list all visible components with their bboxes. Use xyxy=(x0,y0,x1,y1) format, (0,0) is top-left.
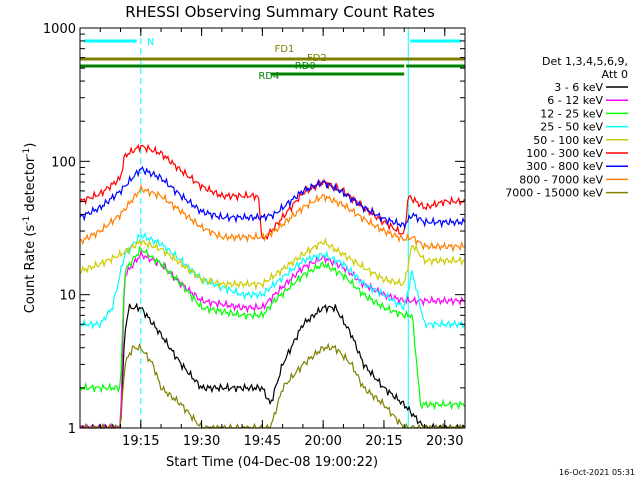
x-axis-label: Start Time (04-Dec-08 19:00:22) xyxy=(166,455,378,470)
series-line-1 xyxy=(79,249,465,430)
legend-title-line1: Det 1,3,4,5,6,9, xyxy=(542,55,628,68)
x-axis: 19:15 19:30 19:45 20:00 20:15 20:30 xyxy=(79,28,466,449)
legend-label-0: 3 - 6 keV xyxy=(554,81,603,94)
series-line-0 xyxy=(79,302,465,430)
series-group xyxy=(79,143,465,430)
series-line-8 xyxy=(79,342,465,430)
legend-label-1: 6 - 12 keV xyxy=(547,94,603,107)
flag-label-rd0: RD0 xyxy=(295,61,316,72)
y-axis-label-main: Count Rate (s xyxy=(23,225,38,314)
legend-label-8: 7000 - 15000 keV xyxy=(505,187,603,200)
y-tick-label-2: 100 xyxy=(51,155,76,170)
x-tick-label-1: 19:30 xyxy=(183,434,220,449)
plot-frame xyxy=(79,27,466,429)
x-tick-label-0: 19:15 xyxy=(122,434,159,449)
flag-label-fd1: FD1 xyxy=(275,44,295,55)
y-tick-label-3: 1000 xyxy=(43,22,76,37)
flag-label-n: N xyxy=(147,37,154,48)
y-axis-label-sup2: -1 xyxy=(22,148,32,157)
flag-label-rd4: RD4 xyxy=(258,71,279,82)
series-line-3 xyxy=(79,232,465,330)
series-line-4 xyxy=(79,237,465,291)
series-line-6 xyxy=(79,166,465,230)
series-line-2 xyxy=(79,245,465,411)
legend-label-6: 300 - 800 keV xyxy=(526,160,603,173)
series-line-7 xyxy=(79,183,465,253)
legend-label-5: 100 - 300 keV xyxy=(526,147,603,160)
footer-timestamp: 16-Oct-2021 05:31 xyxy=(559,468,635,477)
y-axis-label-end: ) xyxy=(23,143,38,148)
x-tick-label-5: 20:30 xyxy=(426,434,463,449)
x-tick-label-4: 20:15 xyxy=(365,434,402,449)
legend-label-3: 25 - 50 keV xyxy=(540,121,603,134)
y-tick-label-1: 10 xyxy=(59,289,76,304)
y-axis-label-mid: detector xyxy=(23,156,38,216)
legend-title-line2: Att 0 xyxy=(602,68,628,81)
x-tick-label-2: 19:45 xyxy=(244,434,281,449)
y-axis-label-sup1: -1 xyxy=(22,216,32,225)
y-axis-label: Count Rate (s-1 detector-1) xyxy=(22,143,38,314)
flag-label-fd2: FD2 xyxy=(307,53,327,64)
y-tick-label-0: 1 xyxy=(68,422,76,437)
legend-label-4: 50 - 100 keV xyxy=(533,134,603,147)
chart-title: RHESSI Observing Summary Count Rates xyxy=(125,3,435,21)
x-tick-label-3: 20:00 xyxy=(304,434,341,449)
y-axis: 1 10 100 1000 xyxy=(43,22,465,437)
legend-label-2: 12 - 25 keV xyxy=(540,107,603,120)
legend-label-7: 800 - 7000 keV xyxy=(519,173,603,186)
